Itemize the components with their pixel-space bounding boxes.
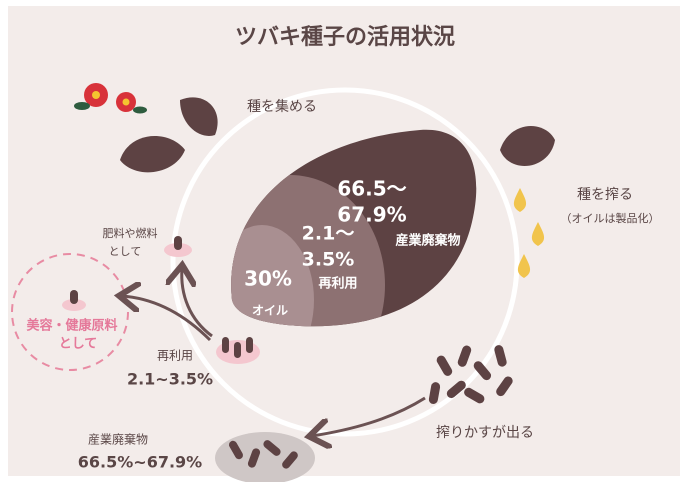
seed-label: 再利用 [318, 276, 357, 292]
step-note: （オイルは製品化） [561, 211, 660, 225]
reuse-value: 2.1~3.5% [127, 370, 213, 389]
waste-pile [215, 432, 315, 482]
use-label: として [59, 337, 98, 352]
seed-bit [70, 290, 78, 304]
waste-value: 66.5%~67.9% [78, 453, 202, 472]
seed-value: 2.1～ [302, 223, 355, 245]
reuse-label: 再利用 [157, 349, 193, 363]
seed-label: オイル [252, 304, 288, 318]
infographic: ツバキ種子の活用状況 66.5～ 67.9% 産業廃棄物 2.1～ 3.5% 再… [0, 0, 687, 482]
step-label: 搾りかすが出る [436, 424, 534, 441]
title: ツバキ種子の活用状況 [235, 25, 455, 50]
step-label: 種を搾る [577, 186, 633, 203]
waste-label: 産業廃棄物 [88, 432, 148, 447]
seed-value: 66.5～ [337, 177, 406, 201]
seed-value: 3.5% [302, 249, 355, 271]
seed-bit [174, 236, 182, 250]
seed-value: 30% [244, 267, 292, 291]
step-label: 種を集める [247, 98, 317, 115]
use-label: 美容・健康原料 [26, 318, 117, 334]
use-label: 肥料や燃料 [103, 226, 158, 240]
use-label: として [109, 245, 142, 258]
seed-label: 産業廃棄物 [395, 233, 460, 249]
